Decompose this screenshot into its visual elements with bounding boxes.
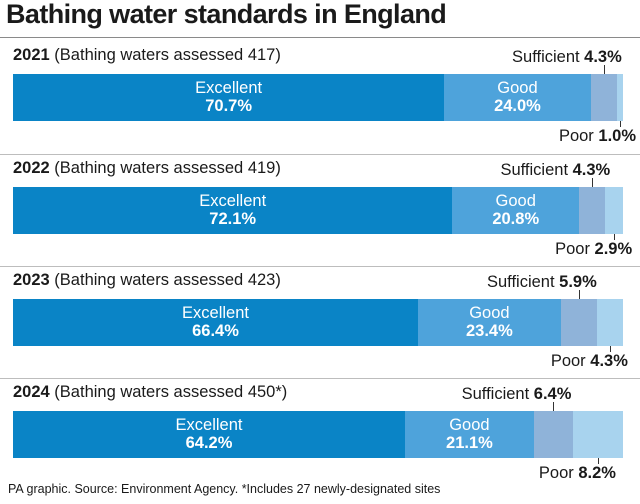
bar-segment-sufficient [590,74,617,121]
bar-segment-sufficient [560,299,597,346]
category-name: Excellent [175,416,243,434]
year-label: 2024 [13,383,50,401]
segment-label-excellent: Excellent 66.4% [13,304,418,340]
callout-sufficient: Sufficient 5.9% [487,273,597,292]
category-value: 70.7% [205,97,253,115]
sufficient-leader-line [578,290,580,299]
chart-title: Bathing water standards in England [6,0,447,29]
year-separator [0,378,640,379]
sufficient-leader-line [592,178,594,187]
category-value: 72.1% [209,210,257,228]
callout-value: 4.3% [572,161,611,179]
bar-segment-good [452,187,580,234]
category-value: 66.4% [192,322,239,340]
bar-segment-good [418,299,561,346]
poor-leader-line [614,234,616,240]
bar-segment-good [405,411,534,458]
callout-value: 1.0% [598,127,636,145]
category-name: Good [497,79,538,97]
bar-segment-excellent [13,299,419,346]
category-value: 23.4% [466,322,513,340]
sufficient-leader-line [553,402,555,411]
year-label: 2021 [13,46,50,64]
callout-value: 4.3% [584,48,622,66]
bar-segment-poor [605,187,623,234]
callout-sufficient: Sufficient 6.4% [462,385,572,404]
callout-poor: Poor 1.0% [559,127,636,146]
callout-name: Poor [538,464,574,482]
stacked-bar-2021: Excellent 70.7% Good 24.0% [13,74,623,121]
category-value: 24.0% [494,97,541,115]
stacked-bar-2023: Excellent 66.4% Good 23.4% [13,299,623,346]
segment-label-excellent: Excellent 64.2% [13,416,405,452]
year-heading: 2023 (Bathing waters assessed 423) [13,271,281,290]
callout-value: 4.3% [590,352,628,370]
bar-segment-sufficient [579,187,606,234]
callout-name: Poor [550,352,586,370]
source-note: PA graphic. Source: Environment Agency. … [8,482,441,496]
callout-sufficient: Sufficient 4.3% [512,48,622,67]
bar-segment-sufficient [533,411,573,458]
callout-name: Poor [555,240,590,258]
callout-value: 8.2% [578,464,616,482]
sufficient-leader-line [603,65,605,74]
bar-segment-poor [572,411,623,458]
callout-value: 2.9% [594,240,633,258]
stacked-bar-2022: Excellent 72.1% Good 20.8% [13,187,623,234]
poor-leader-line [597,458,599,464]
category-name: Excellent [195,79,263,97]
assessed-label: (Bathing waters assessed 417) [49,46,281,64]
poor-leader-line [619,121,621,127]
bar-segment-poor [616,74,623,121]
bar-segment-excellent [13,187,453,234]
category-value: 20.8% [492,210,540,228]
segment-label-excellent: Excellent 72.1% [13,192,452,228]
segment-label-excellent: Excellent 70.7% [13,79,444,115]
title-rule [0,37,640,38]
year-label: 2023 [13,271,50,289]
callout-poor: Poor 4.3% [551,352,628,371]
category-name: Good [449,416,490,434]
category-name: Good [469,304,510,322]
bar-segment-good [444,74,591,121]
callout-value: 6.4% [533,385,572,403]
callout-sufficient: Sufficient 4.3% [500,161,610,180]
segment-label-good: Good 24.0% [444,79,590,115]
assessed-label: (Bathing waters assessed 419) [49,159,281,177]
year-label: 2022 [13,159,50,177]
callout-value: 5.9% [559,273,597,291]
year-heading: 2024 (Bathing waters assessed 450*) [13,383,287,402]
segment-label-good: Good 23.4% [418,304,561,340]
callout-name: Sufficient [512,48,585,66]
category-name: Excellent [182,304,249,322]
year-heading: 2021 (Bathing waters assessed 417) [13,46,281,65]
callout-name: Sufficient [500,161,573,179]
year-separator [0,154,640,155]
callout-poor: Poor 8.2% [539,464,616,483]
assessed-label: (Bathing waters assessed 450*) [49,383,288,401]
poor-leader-line [609,346,611,352]
segment-label-good: Good 21.1% [405,416,534,452]
assessed-label: (Bathing waters assessed 423) [49,271,281,289]
stacked-bar-2024: Excellent 64.2% Good 21.1% [13,411,623,458]
category-value: 64.2% [185,434,233,452]
bar-segment-poor [596,299,623,346]
callout-name: Sufficient [461,385,534,403]
segment-label-good: Good 20.8% [452,192,579,228]
category-name: Excellent [199,192,267,210]
year-heading: 2022 (Bathing waters assessed 419) [13,159,281,178]
callout-name: Sufficient [487,273,560,291]
bar-segment-excellent [13,74,445,121]
category-value: 21.1% [446,434,493,452]
category-name: Good [495,192,536,210]
callout-name: Poor [558,127,594,145]
year-separator [0,266,640,267]
callout-poor: Poor 2.9% [555,240,632,259]
bar-segment-excellent [13,411,405,458]
